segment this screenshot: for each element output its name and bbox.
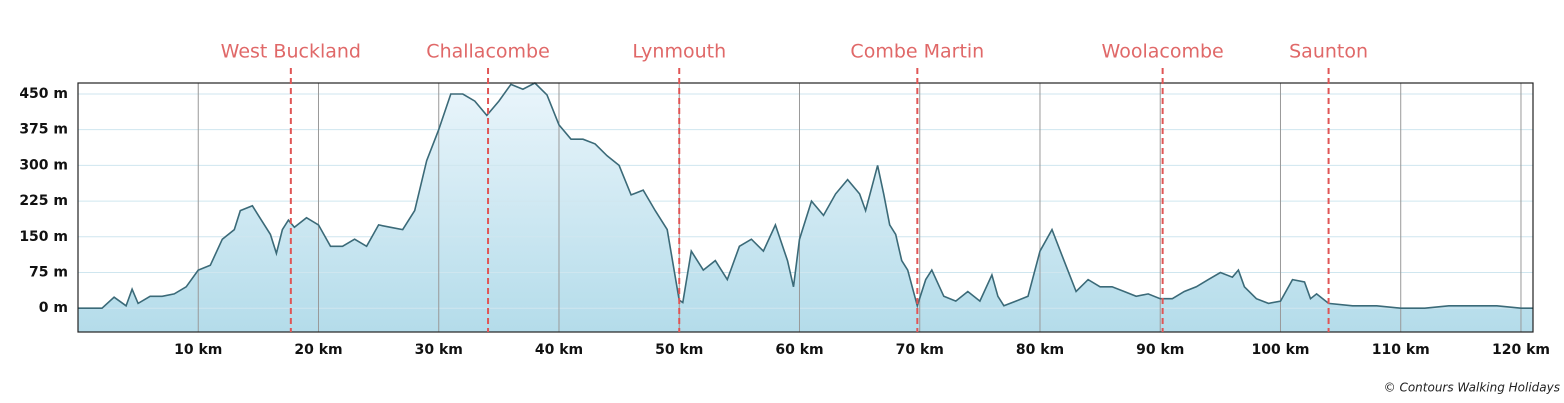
- place-label: Saunton: [1289, 41, 1368, 63]
- x-tick-label: 20 km: [294, 342, 342, 358]
- x-tick-label: 120 km: [1492, 342, 1550, 358]
- y-tick-label: 300 m: [19, 157, 68, 173]
- area-fill: [78, 83, 1533, 332]
- elevation-line: [78, 82, 1533, 309]
- y-tick-label: 450 m: [19, 86, 68, 102]
- place-label: West Buckland: [221, 41, 361, 63]
- place-label: Challacombe: [426, 41, 549, 63]
- y-tick-label: 375 m: [19, 122, 68, 138]
- x-tick-label: 50 km: [655, 342, 703, 358]
- x-tick-label: 110 km: [1372, 342, 1430, 358]
- y-tick-label: 225 m: [19, 193, 68, 209]
- x-tick-label: 90 km: [1136, 342, 1184, 358]
- plot-frame: [77, 82, 1534, 333]
- x-tick-label: 30 km: [415, 342, 463, 358]
- credit: © Contours Walking Holidays: [1384, 381, 1560, 395]
- place-label: Woolacombe: [1102, 41, 1224, 63]
- x-tick-label: 40 km: [535, 342, 583, 358]
- x-tick-label: 60 km: [775, 342, 823, 358]
- x-tick-label: 80 km: [1016, 342, 1064, 358]
- place-label: Lynmouth: [632, 41, 726, 63]
- y-tick-label: 150 m: [19, 229, 68, 245]
- y-tick-label: 75 m: [29, 264, 68, 280]
- y-tick-label: 0 m: [39, 300, 68, 316]
- x-tick-label: 100 km: [1251, 342, 1309, 358]
- x-tick-label: 70 km: [896, 342, 944, 358]
- place-label: Combe Martin: [850, 41, 984, 63]
- x-tick-label: 10 km: [174, 342, 222, 358]
